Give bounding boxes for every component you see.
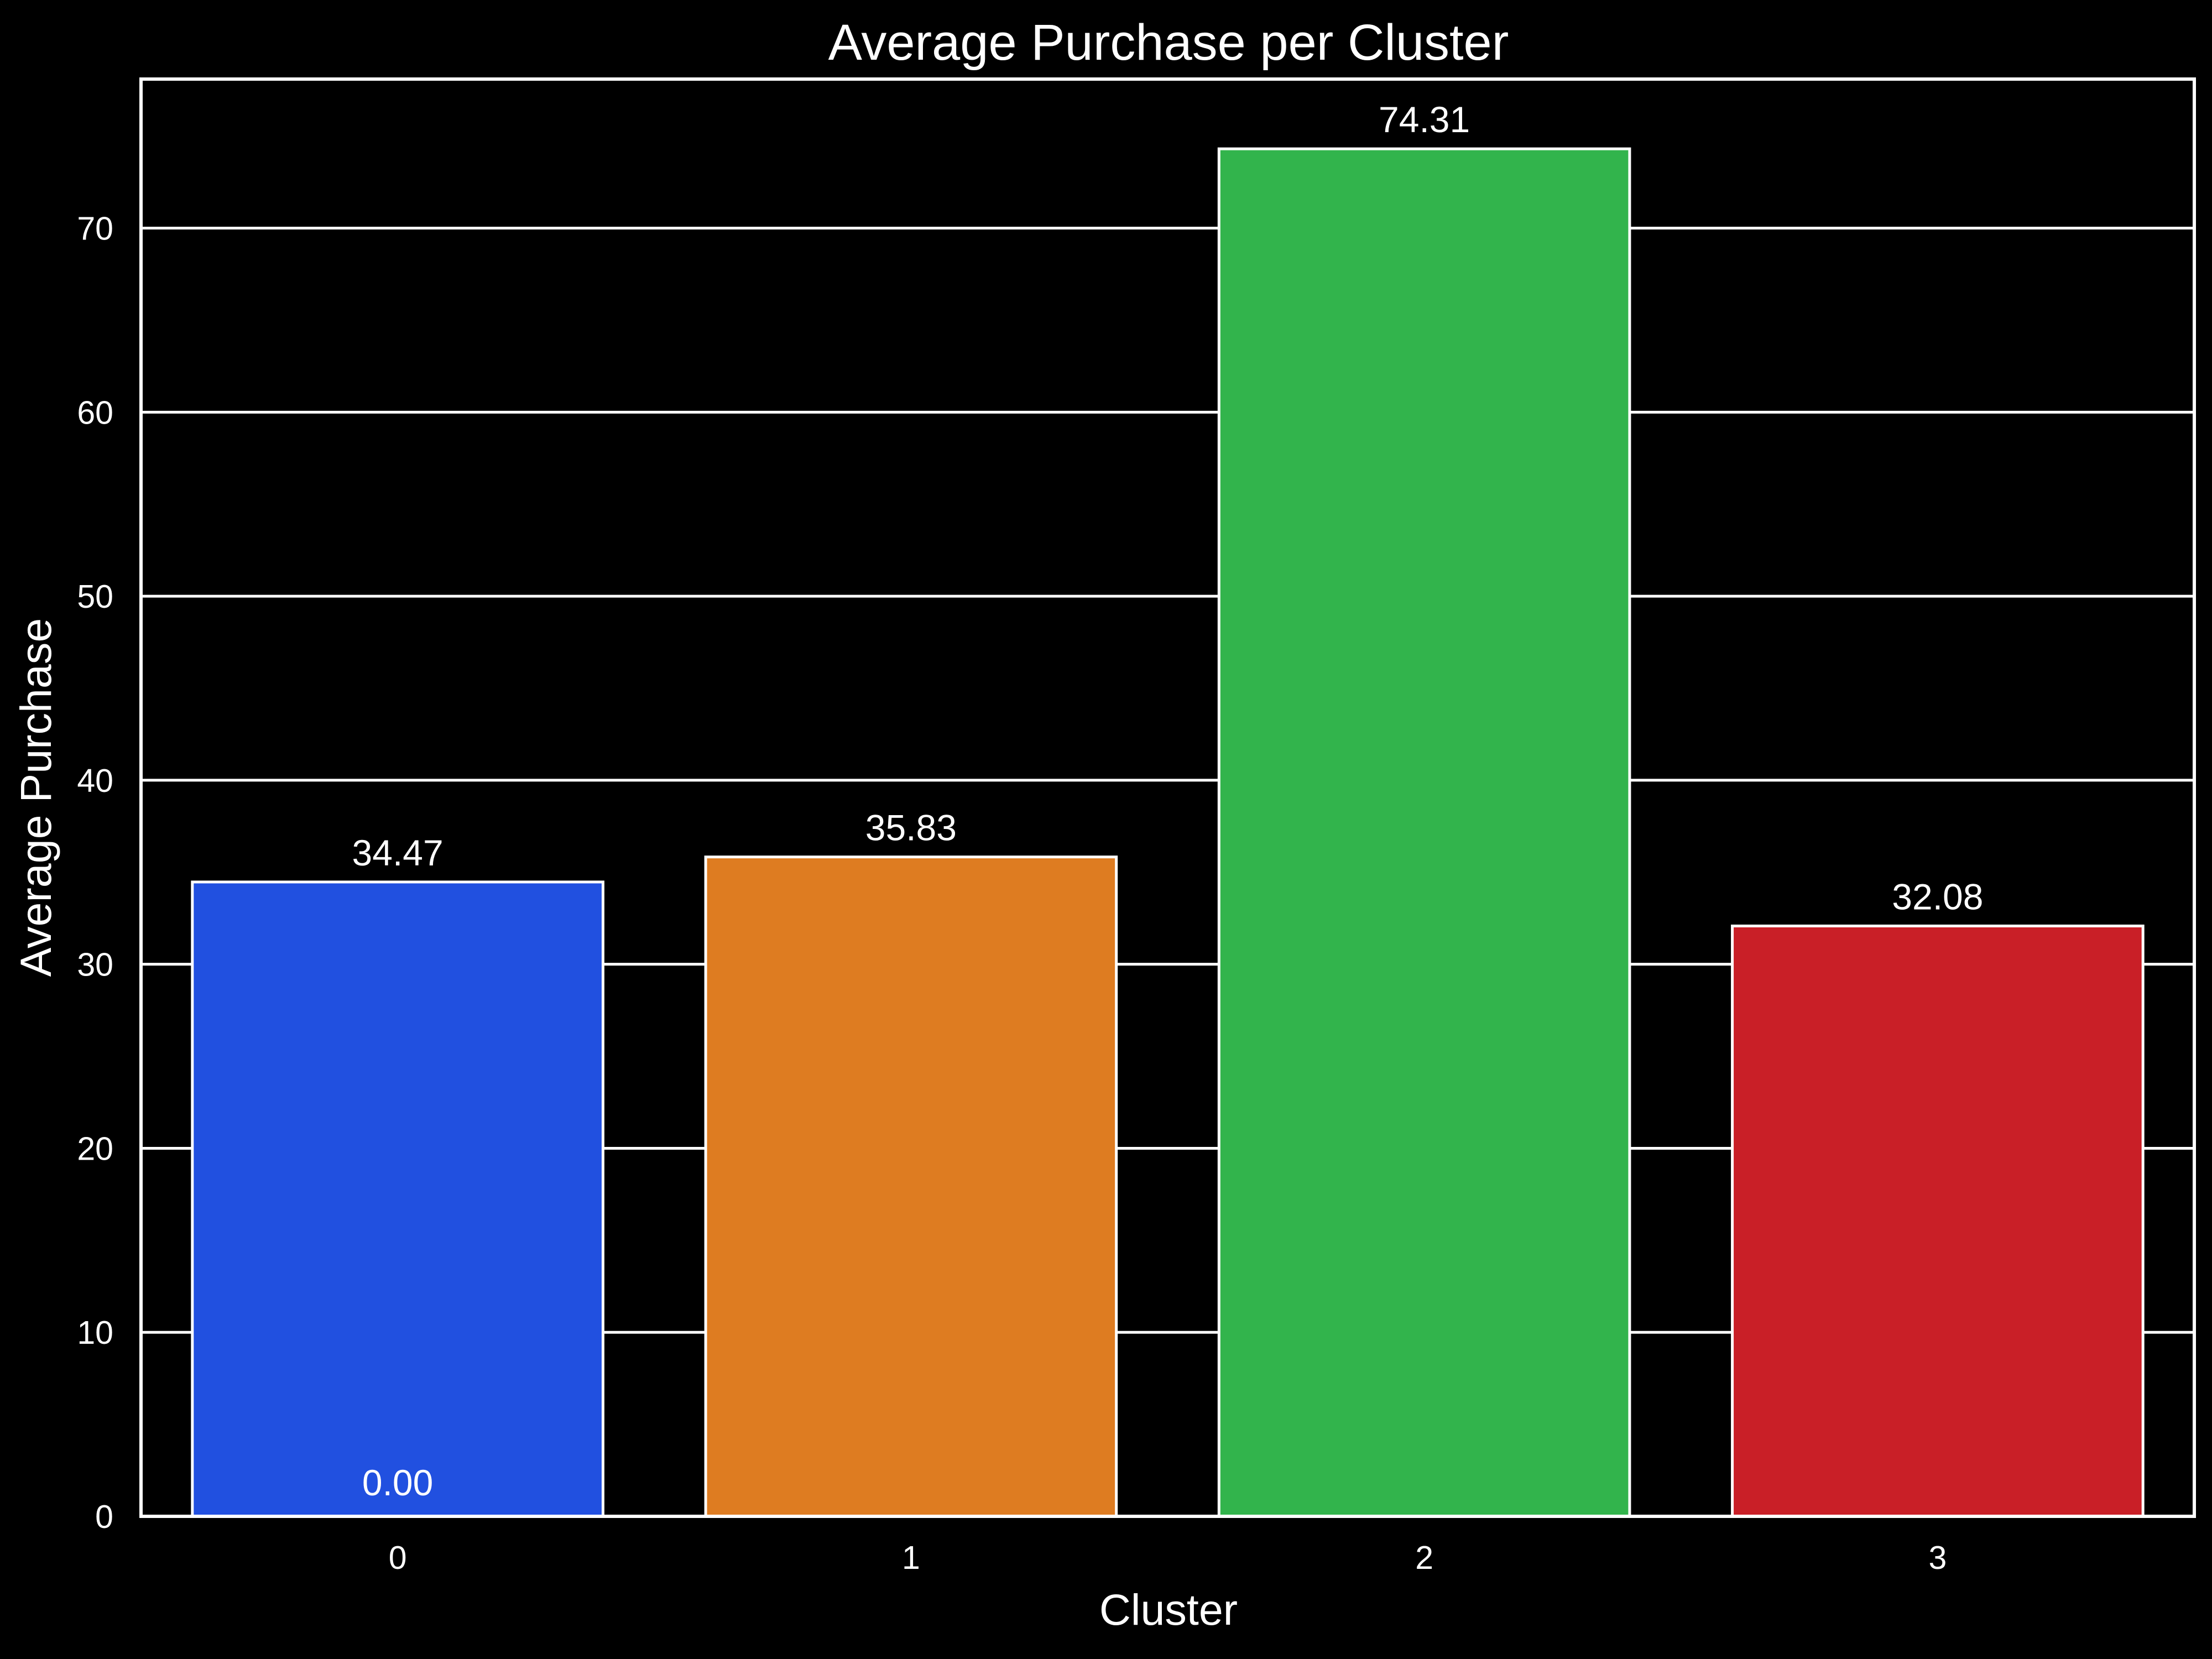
y-tick-label: 20: [77, 1130, 113, 1167]
bar-value-label: 34.47: [352, 832, 444, 873]
chart-title: Average Purchase per Cluster: [828, 14, 1509, 71]
bar-cluster-0: [192, 882, 603, 1516]
y-tick-label: 40: [77, 763, 113, 799]
bar-value-label: 74.31: [1379, 99, 1470, 140]
x-axis-ticks: 0 1 2 3: [389, 1540, 1947, 1576]
x-tick-label: 2: [1415, 1540, 1433, 1576]
y-axis-label: Average Purchase: [11, 618, 60, 977]
bar-cluster-2: [1219, 149, 1630, 1516]
bar-value-label: 35.83: [865, 807, 957, 848]
y-tick-label: 10: [77, 1314, 113, 1351]
y-tick-label: 30: [77, 947, 113, 983]
zero-annotation-label: 0.00: [362, 1462, 433, 1503]
x-tick-label: 1: [902, 1540, 920, 1576]
y-tick-label: 70: [77, 211, 113, 247]
bars: [192, 149, 2143, 1516]
x-tick-label: 3: [1928, 1540, 1947, 1576]
x-tick-label: 0: [389, 1540, 407, 1576]
bar-cluster-1: [706, 857, 1117, 1516]
x-axis-label: Cluster: [1099, 1585, 1238, 1634]
y-tick-label: 0: [95, 1499, 113, 1535]
bar-value-label: 32.08: [1892, 876, 1983, 917]
y-axis-ticks: 0 10 20 30 40 50 60 70: [77, 211, 113, 1535]
bar-cluster-3: [1733, 926, 2143, 1516]
y-tick-label: 60: [77, 394, 113, 431]
y-tick-label: 50: [77, 578, 113, 615]
